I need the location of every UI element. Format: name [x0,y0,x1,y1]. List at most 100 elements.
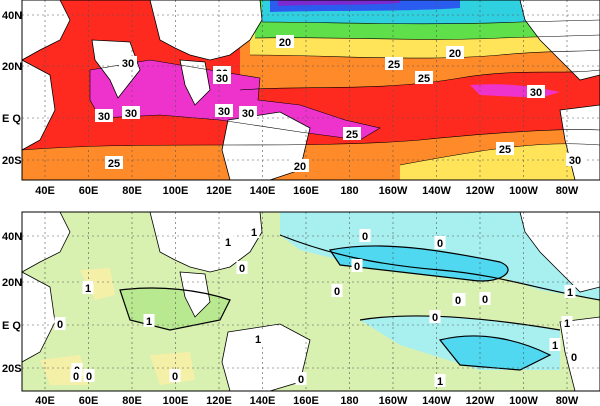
longitude-label: 60E [79,395,99,406]
contour-label-bg [359,229,371,242]
contour-label: 1 [85,283,91,295]
latitude-label: 40N [2,231,22,243]
land-north-america [519,0,600,81]
longitude-label: 80E [122,185,142,197]
land-india [91,39,141,99]
contour-label: 1 [251,227,257,239]
longitude-label: 120W [466,395,495,406]
land-south-america [559,104,600,180]
contour-label-bg [434,236,446,249]
longitude-label: 160W [379,395,408,406]
land-australia-b [221,323,311,391]
contour-label-bg [119,56,137,69]
contour-label: 25 [418,73,430,85]
sst-yellow-southeast [400,143,600,180]
contour-label: 20 [279,37,291,49]
bottom-grid [22,212,600,391]
bottom-land [22,212,600,391]
contour-label: 0 [334,286,340,298]
contour-label-bg [434,374,446,387]
contour-label-bg [566,153,584,166]
contour-label-bg [95,109,113,122]
contour-label-bg [295,372,307,385]
contour-label-bg [215,104,233,117]
land-africa [22,59,56,151]
contour-label-bg [291,159,309,172]
contour-label-bg [82,281,94,294]
contour-label-bg [549,338,561,351]
longitude-label: 40E [35,395,55,406]
top-lat-labels: 40N 20N E Q 20S [2,10,22,167]
land-north-america-b [519,212,600,293]
contour-label-bg [479,292,491,305]
contour-label: 0 [57,319,63,331]
contour-label-bg [351,259,363,272]
bottom-frame [21,211,600,392]
contour-label: 1 [567,287,573,299]
bottom-lon-labels: 40E 60E 80E 100E 120E 140E 160E 180 160W 140W 120W… [35,395,579,406]
contour-label-bg [70,369,82,382]
land-indochina [179,59,211,106]
contour-label-bg [385,57,403,70]
contour-label-bg [213,71,231,84]
contour-label-bg [564,285,576,298]
longitude-label: 100E [163,395,189,406]
latitude-label: 40N [2,10,22,22]
latitude-label: 20S [2,155,22,167]
latitude-label: 20S [2,363,22,375]
contour-label: 1 [225,237,231,249]
contour-label: 20 [294,161,306,173]
longitude-label: 140E [250,185,276,197]
contour-label: 1 [437,376,443,388]
contour-label: 0 [571,352,577,364]
longitude-label: 160E [293,395,319,406]
longitude-label: 140E [250,395,276,406]
longitude-label: 160W [379,185,408,197]
contour-label: 1 [255,334,261,346]
contour-label-bg [222,235,234,248]
contour-label: 30 [218,106,230,118]
top-map-panel: 2020303030252530303030302525252030 40N20… [2,0,600,197]
contour-label-bg [239,106,257,119]
contour-label-bg [143,314,155,327]
longitude-label: 100E [163,185,189,197]
anom-yellow-south [150,352,195,385]
longitude-label: 140W [422,185,451,197]
bottom-lat-labels: 40N 20N E Q 20S [2,231,22,375]
longitude-label: 180 [340,185,358,197]
contour-label: 30 [216,73,228,85]
contour-label-bg [415,71,433,84]
top-contour-labels: 2020303030252530303030302525252030 [95,35,584,173]
contour-label-bg [83,369,95,382]
top-lon-labels: 40E 60E 80E 100E 120E 140E 160E 180 160W 140W 120W… [35,185,579,197]
contour-label-bg [169,369,181,382]
contour-label: 0 [455,295,461,307]
land-indochina-b [179,271,211,318]
contour-label-bg [446,46,464,59]
land-south-america-b [559,316,600,391]
land-asia-b [149,212,263,273]
longitude-label: 100W [509,395,538,406]
contour-label: 0 [239,263,245,275]
contour-label-bg [236,261,248,274]
contour-label-bg [331,284,343,297]
contour-label: 25 [499,144,511,156]
latitude-label: E Q [2,320,21,332]
longitude-label: 80W [556,185,579,197]
contour-label: 30 [242,108,254,120]
contour-label-bg [496,142,514,155]
sst-purple-north [278,0,400,6]
contour-label-bg [452,293,464,306]
contour-label: 0 [432,312,438,324]
contour-label: 0 [437,238,443,250]
contour-label-bg [343,127,361,140]
contour-label: 30 [569,155,581,167]
contour-label: 30 [122,58,134,70]
contour-label-bg [248,225,260,238]
contour-label: 25 [388,59,400,71]
longitude-label: 120W [466,185,495,197]
contour-label: 0 [73,371,79,383]
contour-label-bg [122,106,140,119]
